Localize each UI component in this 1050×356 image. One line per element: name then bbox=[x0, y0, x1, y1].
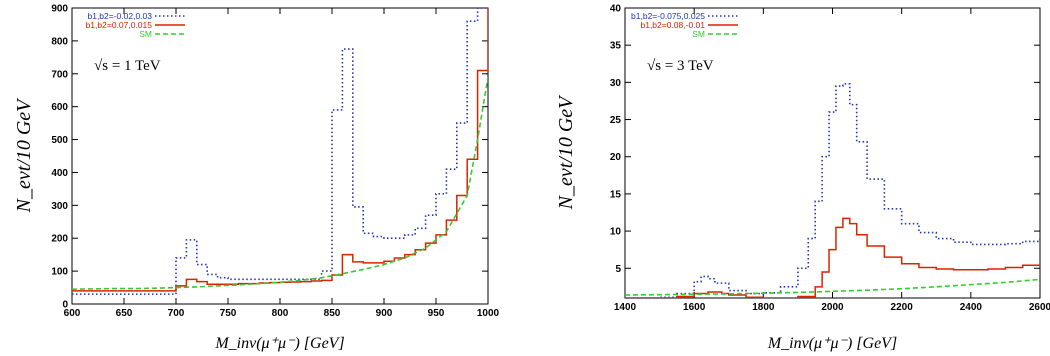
y-tick-label: 35 bbox=[610, 41, 622, 52]
legend-label-0: b1,b2=-0.075,0.025 bbox=[631, 11, 705, 21]
legend-label-1: b1,b2=0.08,-0.01 bbox=[640, 20, 705, 30]
chart-1tev: 600 650 700 750 800 850 900 950 1000 0 100 200 300 40… bbox=[0, 0, 510, 356]
x-tick-label: 2600 bbox=[1029, 302, 1050, 313]
y-tick-label: 15 bbox=[610, 189, 622, 200]
y-tick-label: 600 bbox=[51, 102, 68, 113]
x-tick-label: 950 bbox=[428, 308, 445, 319]
x-tick-label: 750 bbox=[220, 308, 237, 319]
x-tick-label: 2200 bbox=[891, 302, 914, 313]
x-tick-label: 900 bbox=[376, 308, 393, 319]
y-tick-label: 200 bbox=[51, 234, 68, 245]
plot-frame bbox=[71, 7, 489, 305]
energy-annotation: √s = 3 TeV bbox=[647, 58, 714, 74]
y-axis-label: N_evt/10 GeV bbox=[555, 94, 577, 211]
x-axis-label: M_inv(μ⁺μ⁻) [GeV] bbox=[767, 335, 897, 352]
y-tick-label: 700 bbox=[51, 69, 68, 80]
y-tick-label: 900 bbox=[51, 4, 68, 15]
x-tick-label: 650 bbox=[116, 308, 133, 319]
y-tick-label: 400 bbox=[51, 168, 68, 179]
y-tick-label: 0 bbox=[62, 300, 68, 311]
x-tick-label: 1600 bbox=[683, 302, 706, 313]
y-tick-label: 500 bbox=[51, 135, 68, 146]
x-tick-label: 1800 bbox=[752, 302, 775, 313]
x-tick-label: 700 bbox=[168, 308, 185, 319]
legend-label-2: SM bbox=[139, 29, 152, 39]
y-tick-label: 25 bbox=[610, 115, 622, 126]
series-line-0 bbox=[625, 83, 1040, 298]
x-tick-label: 1000 bbox=[477, 308, 500, 319]
legend-label-1: b1,b2=0.07,0.015 bbox=[86, 20, 153, 30]
chart-3tev-svg: 1400 1600 1800 2000 2200 2400 2600 5 10 15 20 25 30 3… bbox=[555, 4, 1050, 353]
y-tick-label: 5 bbox=[615, 264, 621, 275]
energy-annotation: √s = 1 TeV bbox=[94, 58, 161, 74]
y-tick-label: 10 bbox=[610, 227, 622, 238]
y-tick-label: 20 bbox=[610, 152, 622, 163]
x-tick-label: 2400 bbox=[960, 302, 983, 313]
series-line-1 bbox=[72, 8, 488, 292]
y-tick-label: 300 bbox=[51, 201, 68, 212]
x-axis-label: M_inv(μ⁺μ⁻) [GeV] bbox=[214, 335, 344, 352]
y-tick-label: 30 bbox=[610, 78, 622, 89]
legend-label-0: b1,b2=-0.02,0.03 bbox=[87, 11, 152, 21]
x-tick-label: 600 bbox=[64, 308, 81, 319]
x-tick-label: 800 bbox=[272, 308, 289, 319]
y-tick-label: 100 bbox=[51, 267, 68, 278]
plot-frame bbox=[624, 7, 1041, 299]
y-tick-label: 40 bbox=[610, 4, 622, 15]
series-line-1 bbox=[625, 217, 1040, 298]
chart-1tev-svg: 600 650 700 750 800 850 900 950 1000 0 100 200 300 40… bbox=[13, 4, 500, 353]
chart-3tev: 1400 1600 1800 2000 2200 2400 2600 5 10 15 20 25 30 3… bbox=[530, 0, 1050, 356]
y-axis-label: N_evt/10 GeV bbox=[13, 97, 35, 214]
legend-label-2: SM bbox=[692, 29, 705, 39]
series-line-2 bbox=[72, 76, 488, 290]
x-tick-label: 1400 bbox=[614, 302, 637, 313]
x-tick-label: 850 bbox=[324, 308, 341, 319]
series-line-0 bbox=[72, 8, 488, 295]
y-tick-label: 800 bbox=[51, 36, 68, 47]
series-line-2 bbox=[625, 278, 1040, 296]
x-tick-label: 2000 bbox=[821, 302, 844, 313]
